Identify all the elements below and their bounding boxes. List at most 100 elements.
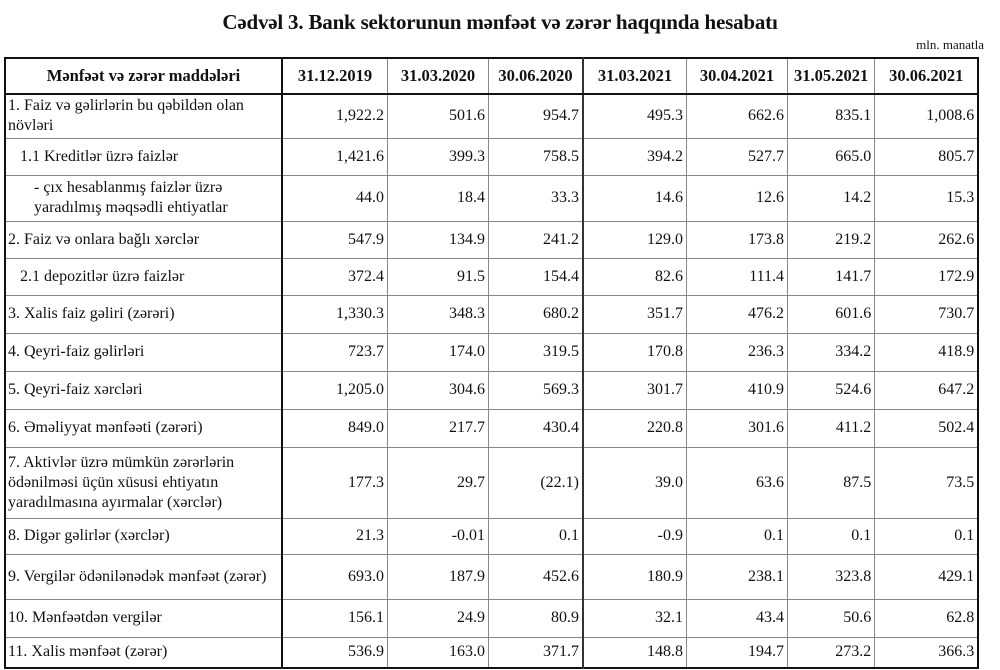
row-label: 8. Digər gəlirlər (xərclər) [4,517,283,555]
cell-value: 430.4 [488,408,584,448]
cell-value: 1,922.2 [281,93,388,139]
cell-value: 194.7 [686,636,788,669]
cell-value: 323.8 [786,553,876,600]
cell-value: 476.2 [686,294,788,334]
row-label: 5. Qeyri-faiz xərcləri [4,370,283,410]
cell-value: 366.3 [874,636,979,669]
cell-value: 502.4 [874,408,979,448]
row-label: 10. Mənfəətdən vergilər [4,598,283,638]
cell-value: 172.9 [874,257,979,296]
row-label: 3. Xalis faiz gəliri (zərəri) [4,294,283,334]
cell-value: 177.3 [281,446,388,519]
table-row: 1.1 Kreditlər üzrə faizlər 1,421.6 399.3 75… [4,137,979,176]
table-row: 1. Faiz və gəlirlərin bu qəbildən olan n… [4,93,979,139]
row-label: 4. Qeyri-faiz gəlirləri [4,332,283,372]
cell-value: (22.1) [488,446,584,519]
cell-value: 12.6 [686,174,788,222]
cell-value: 39.0 [582,446,687,519]
table-row: 6. Əməliyyat mənfəəti (zərəri) 849.0 217.7… [4,408,979,448]
cell-value: 14.6 [582,174,687,222]
row-label: - çıx hesablanmış faizlər üzrə yaradılmı… [4,174,283,222]
cell-value: 849.0 [281,408,388,448]
cell-value: 665.0 [786,137,876,176]
cell-value: 170.8 [582,332,687,372]
cell-value: 730.7 [874,294,979,334]
cell-value: 62.8 [874,598,979,638]
cell-value: 1,008.6 [874,93,979,139]
cell-value: 129.0 [582,220,687,259]
cell-value: 217.7 [387,408,489,448]
cell-value: 527.7 [686,137,788,176]
cell-value: 301.7 [582,370,687,410]
cell-value: -0.9 [582,517,687,555]
cell-value: 758.5 [488,137,584,176]
table-row: 2. Faiz və onlara bağlı xərclər 547.9 134.… [4,220,979,259]
row-label: 11. Xalis mənfəət (zərər) [4,636,283,669]
cell-value: 835.1 [786,93,876,139]
cell-value: 501.6 [387,93,489,139]
column-header-date: 31.12.2019 [281,57,388,95]
cell-value: 220.8 [582,408,687,448]
cell-value: 0.1 [874,517,979,555]
cell-value: 18.4 [387,174,489,222]
table-title: Cədvəl 3. Bank sektorunun mənfəət və zər… [222,10,778,34]
table-row: 4. Qeyri-faiz gəlirləri 723.7 174.0 319.5 17… [4,332,979,372]
row-label: 6. Əməliyyat mənfəəti (zərəri) [4,408,283,448]
cell-value: 141.7 [786,257,876,296]
unit-label: mln. manatla [916,37,984,52]
cell-value: 163.0 [387,636,489,669]
cell-value: 647.2 [874,370,979,410]
cell-value: 0.1 [686,517,788,555]
cell-value: 304.6 [387,370,489,410]
cell-value: 219.2 [786,220,876,259]
column-header-date: 31.03.2020 [387,57,489,95]
table-row: 2.1 depozitlər üzrə faizlər 372.4 91.5 154.… [4,257,979,296]
cell-value: -0.01 [387,517,489,555]
cell-value: 173.8 [686,220,788,259]
cell-value: 134.9 [387,220,489,259]
cell-value: 82.6 [582,257,687,296]
cell-value: 73.5 [874,446,979,519]
column-header-date: 30.06.2021 [874,57,979,95]
table-row: 11. Xalis mənfəət (zərər) 536.9 163.0 371.7… [4,636,979,669]
cell-value: 399.3 [387,137,489,176]
cell-value: 411.2 [786,408,876,448]
cell-value: 156.1 [281,598,388,638]
row-label: 9. Vergilər ödənilənədək mənfəət (zərər) [4,553,283,600]
cell-value: 1,205.0 [281,370,388,410]
cell-value: 180.9 [582,553,687,600]
column-header-date: 31.05.2021 [786,57,876,95]
cell-value: 50.6 [786,598,876,638]
cell-value: 91.5 [387,257,489,296]
header-row: Mənfəət və zərər maddələri 31.12.2019 31.0… [4,57,979,95]
row-label: 2.1 depozitlər üzrə faizlər [4,257,283,296]
table-row: 7. Aktivlər üzrə mümkün zərərlərin ödəni… [4,446,979,519]
cell-value: 262.6 [874,220,979,259]
cell-value: 87.5 [786,446,876,519]
cell-value: 43.4 [686,598,788,638]
cell-value: 723.7 [281,332,388,372]
profit-loss-table: Mənfəət və zərər maddələri 31.12.2019 31.0… [4,57,980,669]
cell-value: 372.4 [281,257,388,296]
cell-value: 32.1 [582,598,687,638]
cell-value: 371.7 [488,636,584,669]
cell-value: 524.6 [786,370,876,410]
column-header-items: Mənfəət və zərər maddələri [4,57,283,95]
table-row: 5. Qeyri-faiz xərcləri 1,205.0 304.6 569.3 3… [4,370,979,410]
cell-value: 348.3 [387,294,489,334]
cell-value: 410.9 [686,370,788,410]
row-label: 1. Faiz və gəlirlərin bu qəbildən olan n… [4,93,283,139]
cell-value: 693.0 [281,553,388,600]
cell-value: 680.2 [488,294,584,334]
cell-value: 14.2 [786,174,876,222]
cell-value: 334.2 [786,332,876,372]
cell-value: 662.6 [686,93,788,139]
column-header-date: 30.06.2020 [488,57,584,95]
cell-value: 148.8 [582,636,687,669]
cell-value: 15.3 [874,174,979,222]
cell-value: 187.9 [387,553,489,600]
cell-value: 273.2 [786,636,876,669]
cell-value: 29.7 [387,446,489,519]
cell-value: 394.2 [582,137,687,176]
cell-value: 236.3 [686,332,788,372]
